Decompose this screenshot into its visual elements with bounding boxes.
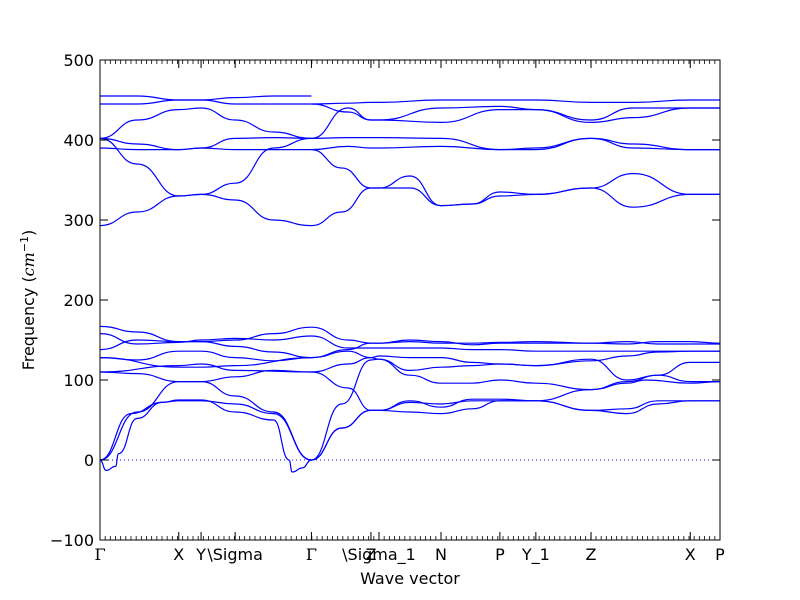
series-layer xyxy=(99,95,721,473)
x-tick-label: X xyxy=(173,545,184,564)
x-tick-label: P xyxy=(715,545,725,564)
phonon-band-26 xyxy=(99,95,312,101)
phonon-band-7 xyxy=(99,333,312,345)
y-tick-label: 300 xyxy=(63,211,94,230)
axes-frame xyxy=(99,59,721,541)
y-tick-label: 0 xyxy=(84,451,94,470)
x-tick-layer: Γ X Y \Sigma Γ Z\Sigma_1 N P Y_1 Z X P xyxy=(94,60,725,565)
phonon-band-2 xyxy=(99,399,312,473)
y-tick-label: −100 xyxy=(50,531,94,550)
x-tick-label: N xyxy=(435,545,447,564)
phonon-band-8 xyxy=(99,325,312,359)
y-tick-layer: −100 0 100 200 300 400 500 xyxy=(50,51,720,550)
phonon-band-33 xyxy=(311,137,720,151)
phonon-band-28 xyxy=(311,149,720,208)
x-tick-label: \Sigma_1 xyxy=(342,545,416,565)
x-tick-label: P xyxy=(495,545,505,564)
phonon-band-14 xyxy=(311,335,720,352)
phonon-band-21 xyxy=(99,137,312,227)
x-tick-label: Z xyxy=(586,545,597,564)
y-tick-label: 400 xyxy=(63,131,94,150)
phonon-band-10 xyxy=(99,363,312,373)
phonon-band-24 xyxy=(99,107,312,139)
y-tick-label: 500 xyxy=(63,51,94,70)
x-tick-label: X xyxy=(685,545,696,564)
y-tick-label: 200 xyxy=(63,291,94,310)
phonon-band-32 xyxy=(311,103,720,124)
x-axis-title: Wave vector xyxy=(360,569,460,588)
x-tick-label: \Sigma xyxy=(207,545,263,564)
y-tick-label: 100 xyxy=(63,371,94,390)
plot-area: Γ X Y \Sigma Γ Z\Sigma_1 N P Y_1 Z X P −10001002003… xyxy=(50,51,725,565)
phonon-band-5 xyxy=(99,350,312,362)
x-tick-label: Γ xyxy=(94,545,105,564)
y-axis-title: Frequency (cm−1) xyxy=(18,230,39,371)
minor-ticks xyxy=(99,60,721,540)
x-tick-label: Γ xyxy=(306,545,317,564)
phonon-band-9 xyxy=(99,357,312,368)
x-tick-label: Z xyxy=(365,545,376,564)
phonon-band-4 xyxy=(99,369,312,383)
phonon-band-31 xyxy=(311,99,720,105)
x-tick-label: Y_1 xyxy=(521,545,550,565)
phonon-band-19 xyxy=(311,371,721,411)
phonon-band-23 xyxy=(99,136,312,151)
x-tick-label: Y xyxy=(195,545,206,564)
phonon-band-16 xyxy=(311,339,720,359)
phonon-band-30 xyxy=(311,107,720,139)
phonon-band-13 xyxy=(311,350,720,373)
